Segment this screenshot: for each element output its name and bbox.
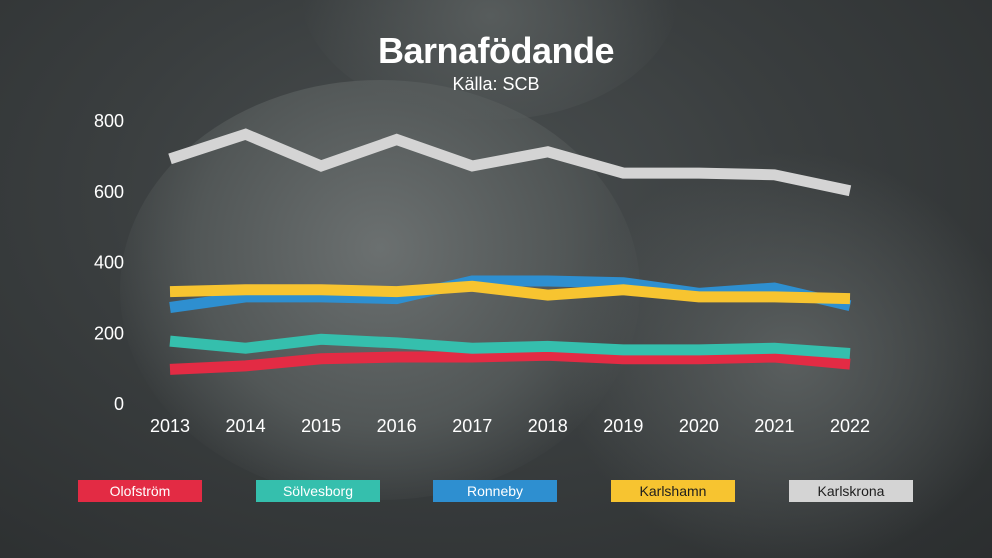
x-tick-label: 2014	[226, 416, 266, 436]
chart-subtitle: Källa: SCB	[452, 74, 540, 94]
x-tick-label: 2015	[301, 416, 341, 436]
legend-label: Karlshamn	[639, 483, 707, 499]
legend-label: Olofström	[109, 483, 171, 499]
y-tick-label: 600	[94, 182, 124, 202]
x-tick-label: 2013	[150, 416, 190, 436]
legend-item-karlshamn: Karlshamn	[611, 480, 735, 502]
series-line-sölvesborg	[169, 333, 851, 359]
legend-label: Karlskrona	[817, 483, 885, 499]
series-line-karlshamn	[169, 280, 851, 305]
x-tick-label: 2020	[679, 416, 719, 436]
y-tick-label: 800	[94, 111, 124, 131]
series-line-karlskrona	[168, 128, 852, 197]
x-tick-label: 2017	[452, 416, 492, 436]
y-tick-label: 0	[114, 394, 124, 414]
series-line-olofström	[169, 349, 851, 375]
x-tick-label: 2016	[377, 416, 417, 436]
x-tick-label: 2022	[830, 416, 870, 436]
legend-item-sölvesborg: Sölvesborg	[256, 480, 380, 502]
series-line-ronneby	[169, 275, 852, 313]
legend-item-karlskrona: Karlskrona	[789, 480, 913, 502]
legend-label: Sölvesborg	[282, 483, 354, 499]
y-tick-label: 200	[94, 323, 124, 343]
x-tick-label: 2018	[528, 416, 568, 436]
legend-item-olofström: Olofström	[78, 480, 202, 502]
legend-label: Ronneby	[466, 483, 524, 499]
x-tick-label: 2019	[603, 416, 643, 436]
chart-title: Barnafödande	[377, 30, 615, 71]
x-tick-label: 2021	[754, 416, 794, 436]
legend-item-ronneby: Ronneby	[433, 480, 557, 502]
y-tick-label: 400	[94, 253, 124, 273]
